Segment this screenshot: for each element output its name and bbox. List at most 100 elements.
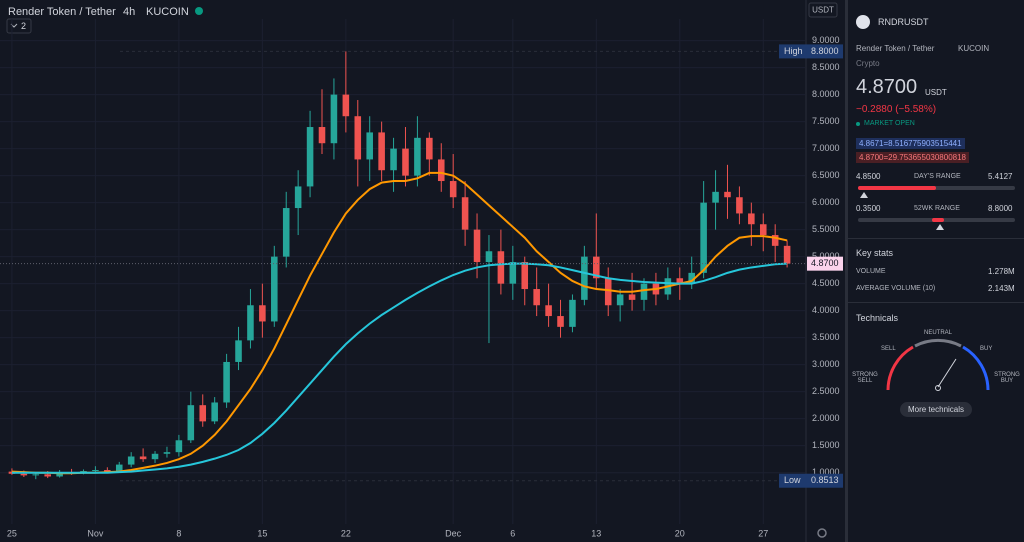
candle-body [330, 94, 338, 144]
candle-body [32, 474, 40, 476]
range-track [858, 186, 1015, 190]
quote: 4.8671=8.516775903515441 [856, 138, 965, 149]
range-high: 5.4127 [988, 172, 1013, 181]
candle-body [545, 305, 552, 317]
x-tick-label: 22 [341, 528, 351, 538]
candle-body [115, 464, 123, 472]
candle-body [187, 405, 195, 441]
candle-body [509, 262, 517, 284]
stat-label: VOLUME [856, 268, 886, 275]
candle-body [354, 116, 362, 160]
range-marker [860, 192, 868, 198]
y-tick-label: 1.0000 [812, 467, 840, 477]
candle-body [282, 208, 290, 257]
candle-body [759, 224, 767, 236]
y-tick-label: 6.5000 [812, 170, 840, 180]
candle-body [378, 132, 385, 171]
candle-body [44, 474, 51, 477]
candle-body [485, 251, 493, 263]
candle-body [318, 127, 326, 144]
range-label: DAY'S RANGE [914, 173, 961, 180]
moving-average [11, 262, 788, 474]
x-tick-label: 13 [591, 528, 601, 538]
candle-body [533, 289, 540, 306]
range-high: 8.8000 [988, 204, 1013, 213]
candle-body [127, 456, 135, 465]
interval[interactable]: 4h [123, 6, 135, 18]
stat-value: 2.143M [988, 284, 1015, 293]
divider [848, 238, 1024, 239]
candle-body [151, 453, 159, 460]
candle-body [748, 213, 755, 225]
gauge-label: STRONG SELL [852, 372, 878, 384]
y-tick-label: 8.5000 [812, 62, 840, 72]
last-price-label: 4.8700 [811, 258, 839, 268]
y-tick-label: 9.0000 [812, 35, 840, 45]
candle-body [366, 132, 373, 160]
market-status: MARKET OPEN [864, 120, 915, 127]
candle-body [390, 148, 397, 171]
gauge-label: NEUTRAL [924, 330, 953, 336]
candle-body [473, 229, 481, 263]
unit: USDT [812, 6, 834, 15]
indicator-count: 2 [21, 21, 26, 31]
candle-body [521, 262, 529, 290]
candle-body [676, 278, 684, 284]
chart: Render Token / Tether 4h KUCOIN 2 USDT 1… [0, 0, 845, 542]
full-name: Render Token / Tether [856, 44, 935, 53]
candle-body [56, 472, 63, 477]
gauge-pivot [935, 385, 941, 391]
y-tick-label: 6.0000 [812, 197, 840, 207]
candle-body [628, 294, 636, 300]
y-tick-label: 7.5000 [812, 116, 840, 126]
candle-body [736, 197, 743, 214]
candle-body [771, 235, 779, 246]
x-tick-label: 15 [257, 528, 267, 538]
status-dot [195, 7, 203, 15]
range-low: 4.8500 [856, 172, 881, 181]
key-stats-title: Key stats [856, 248, 894, 258]
range-low: 0.3500 [856, 204, 881, 213]
marker-name: High [784, 46, 803, 56]
gauge-label: BUY [980, 346, 993, 352]
candle-body [783, 245, 791, 264]
candle-body [92, 469, 99, 472]
settings-icon[interactable] [817, 528, 827, 538]
candle-body [688, 272, 695, 284]
candle-body [247, 305, 254, 341]
exch: KUCOIN [958, 44, 990, 53]
gauge-needle [937, 358, 957, 388]
gauge-label: SELL [881, 346, 896, 352]
divider [848, 302, 1024, 303]
candle-body [294, 186, 302, 209]
y-tick-label: 3.5000 [812, 332, 840, 342]
x-tick-label: 8 [176, 528, 181, 538]
more-technicals-button[interactable]: More technicals [900, 402, 973, 417]
logo [856, 15, 870, 29]
candle-body [199, 405, 207, 422]
stat-label: AVERAGE VOLUME (10) [856, 285, 936, 292]
candle-body [640, 283, 648, 300]
candle-body [557, 316, 564, 327]
candle-body [449, 181, 457, 198]
candle-body [712, 191, 719, 203]
change: −0.2880 (−5.58%) [856, 104, 937, 115]
x-tick-label: Dec [445, 528, 462, 538]
y-tick-label: 2.5000 [812, 386, 840, 396]
candle-body [139, 456, 147, 460]
sidebar: RNDRUSDT Render Token / Tether KUCOIN Cr… [845, 0, 1024, 542]
candle-body [20, 473, 28, 476]
x-tick-label: 27 [758, 528, 768, 538]
gauge-label: STRONG BUY [994, 372, 1020, 384]
y-tick-label: 5.0000 [812, 251, 840, 261]
indicator-toggle[interactable] [6, 18, 32, 34]
candle-body [306, 127, 314, 187]
chart-bg [0, 0, 845, 542]
candle-body [616, 294, 624, 306]
range-fill [932, 218, 944, 222]
candle-body [461, 197, 469, 230]
moving-average [11, 171, 788, 475]
unit-box[interactable] [808, 2, 838, 18]
candle-body [724, 191, 731, 198]
